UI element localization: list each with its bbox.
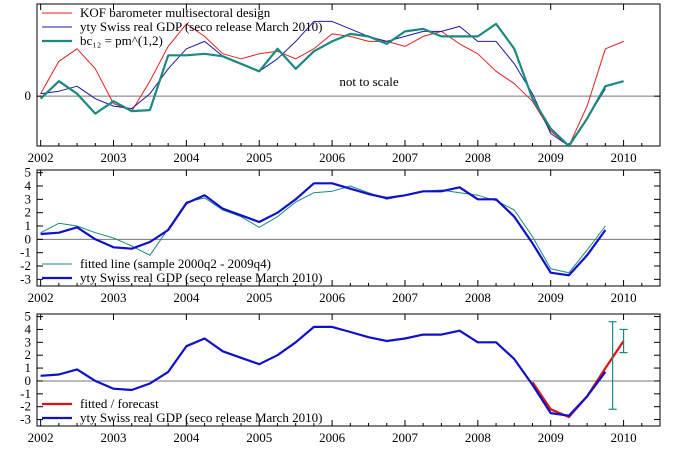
x-tick-label: 2004 [173, 150, 200, 165]
x-tick-label: 2008 [465, 150, 491, 165]
x-tick-label: 2005 [246, 430, 272, 445]
y-tick-label: -1 [20, 245, 31, 260]
x-tick-label: 2002 [28, 150, 54, 165]
legend-label-2: yty Swiss real GDP (seco release March 2… [80, 270, 322, 285]
x-tick-label: 2002 [28, 430, 54, 445]
x-tick-label: 2009 [538, 290, 564, 305]
x-tick-label: 2002 [28, 290, 54, 305]
x-tick-label: 2005 [246, 290, 272, 305]
x-tick-label: 2003 [101, 290, 127, 305]
series-line-1 [40, 23, 624, 147]
series-line-2 [40, 325, 607, 417]
x-tick-label: 2010 [611, 290, 637, 305]
x-tick-label: 2007 [392, 430, 419, 445]
plot-frame [36, 3, 661, 147]
y-tick-label: 4 [25, 178, 32, 193]
y-tick-label: 2 [25, 205, 32, 220]
legend-label-1: fitted / forecast [80, 396, 159, 411]
y-tick-label: 0 [25, 88, 32, 103]
plot-frame [36, 169, 661, 287]
x-tick-label: 2004 [173, 430, 200, 445]
y-tick-label: 3 [25, 191, 32, 206]
x-tick-label: 2003 [101, 150, 127, 165]
panel-3: 2002 2003 2004 2005 2006 2007 2008 2009 2010 -3-2… [20, 309, 661, 445]
x-tick-label: 2009 [538, 150, 564, 165]
x-tick-label: 2008 [465, 290, 491, 305]
x-tick-label: 2007 [392, 290, 419, 305]
y-tick-label: -3 [20, 271, 31, 286]
series-line-2 [40, 182, 607, 277]
x-tick-label: 2003 [101, 430, 127, 445]
x-tick-label: 2010 [611, 150, 637, 165]
panel-1: 2002 2003 2004 2005 2006 2007 2008 2009 2010 0 KOF… [25, 3, 661, 165]
legend-label-1: KOF barometer multisectoral design [80, 5, 271, 20]
y-tick-label: 1 [25, 218, 32, 233]
x-tick-label: 2008 [465, 430, 491, 445]
x-tick-label: 2007 [392, 150, 419, 165]
y-tick-label: 3 [25, 334, 32, 349]
y-tick-label: -2 [20, 258, 31, 273]
y-tick-label: 5 [25, 309, 32, 324]
x-tick-label: 2006 [319, 290, 346, 305]
y-tick-label: -1 [20, 386, 31, 401]
y-tick-label: 5 [25, 165, 32, 180]
y-tick-label: 0 [25, 231, 32, 246]
legend-label-2: yty Swiss real GDP (seco release March 2… [80, 410, 322, 425]
y-tick-label: -2 [20, 399, 31, 414]
y-tick-label: 2 [25, 347, 32, 362]
series-line-3 [39, 22, 624, 148]
x-tick-label: 2006 [319, 430, 346, 445]
y-tick-label: 4 [25, 321, 32, 336]
x-tick-label: 2009 [538, 430, 564, 445]
y-tick-label: -3 [20, 412, 31, 427]
y-tick-label: 0 [25, 373, 32, 388]
annotation-not-to-scale: not to scale [339, 74, 398, 89]
panel-2: 2002 2003 2004 2005 2006 2007 2008 2009 2010 -3-2… [20, 165, 661, 305]
x-tick-label: 2004 [173, 290, 200, 305]
x-tick-label: 2005 [246, 150, 272, 165]
series-line-2 [40, 20, 606, 147]
x-tick-label: 2006 [319, 150, 346, 165]
legend: fitted line (sample 2000q2 - 2009q4)yty … [42, 256, 322, 285]
legend-label-2: yty Swiss real GDP (seco release March 2… [80, 19, 322, 34]
y-tick-label: 1 [25, 360, 32, 375]
legend-label-3: bc₁₂ = pm^(1,2) [80, 33, 163, 48]
legend-label-1: fitted line (sample 2000q2 - 2009q4) [80, 256, 271, 271]
plot-frame [36, 313, 661, 427]
x-tick-label: 2010 [611, 430, 637, 445]
